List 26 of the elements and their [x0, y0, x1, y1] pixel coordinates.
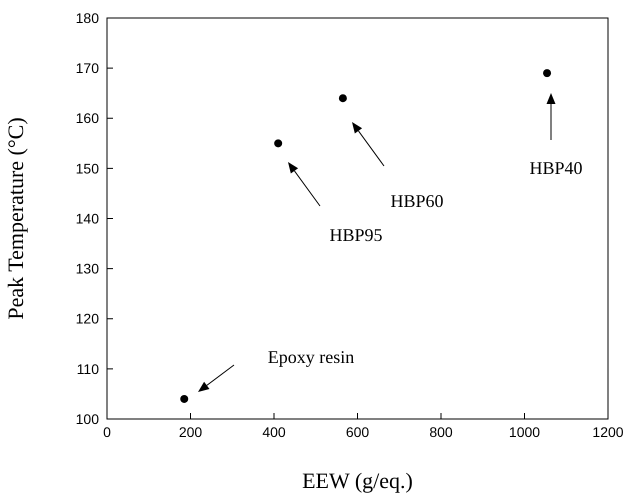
y-tick-label: 140 [76, 210, 100, 226]
x-tick-label: 200 [178, 424, 202, 440]
y-tick-label: 160 [76, 110, 100, 126]
annotation: HBP95 [329, 225, 383, 246]
annotation: HBP60 [390, 191, 444, 212]
y-tick-label: 110 [76, 360, 100, 377]
point [274, 139, 282, 148]
x-tick-label: 0 [103, 424, 112, 440]
y-tick-label: 150 [76, 160, 100, 176]
x-axis-title: EEW (g/eq.) [302, 468, 413, 493]
x-tick-label: 1000 [508, 424, 540, 440]
point [543, 69, 552, 78]
annotation: Epoxy resin [268, 347, 354, 368]
x-tick-label: 1200 [592, 424, 624, 440]
point [180, 394, 188, 403]
y-tick-label: 170 [76, 60, 100, 76]
point [338, 94, 347, 102]
y-tick-label: 100 [76, 410, 100, 427]
y-tick-label: 130 [76, 260, 100, 277]
y-tick-label: 180 [76, 10, 100, 26]
x-tick-label: 800 [429, 424, 453, 440]
x-tick-label: 600 [346, 424, 370, 440]
x-tick-label: 400 [262, 424, 286, 440]
annotation: HBP40 [529, 158, 583, 178]
y-axis-title: Peak Temperature (°C) [2, 117, 28, 320]
y-tick-label: 120 [76, 310, 100, 327]
